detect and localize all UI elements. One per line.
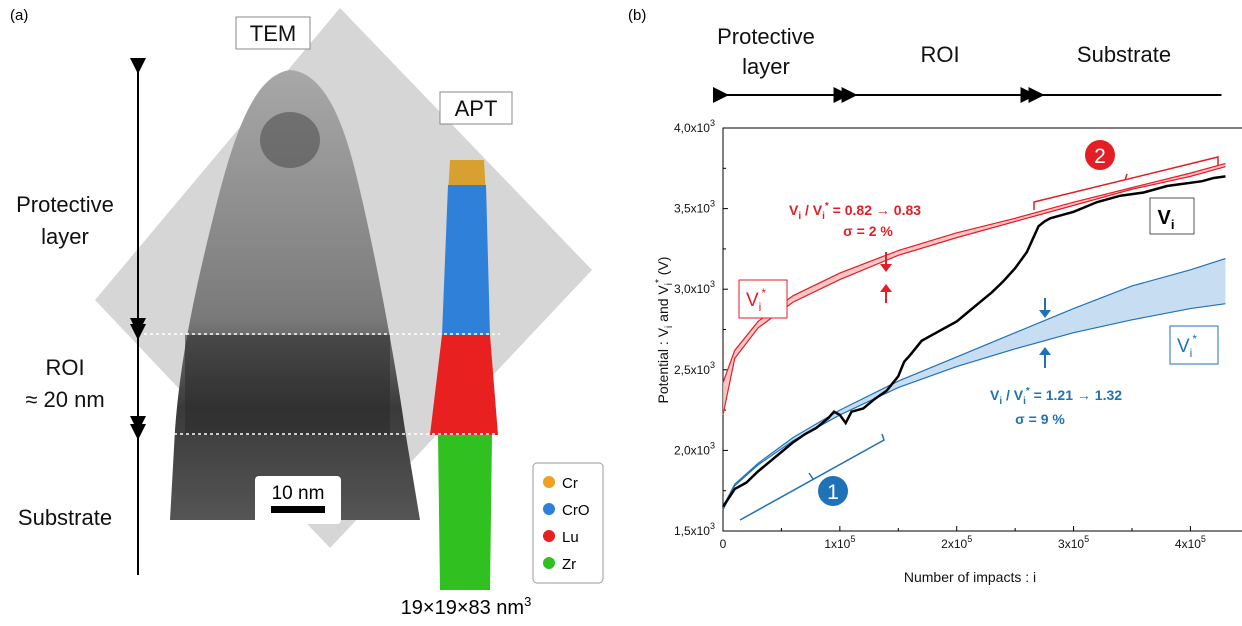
plot-area [722,127,1242,532]
region-roi: ROI [920,42,959,67]
badge-1: 1 [827,481,839,504]
x-tick-label: 1x105 [824,534,855,551]
ann-red-ratio: Vi / Vi* = 0.82 → 0.83 [789,201,921,222]
region-protective-1: Protective [717,24,815,49]
apt-legend-swatch-cro [543,503,555,515]
blue-pointer-down-head [1039,310,1051,318]
x-tick-label: 0 [720,537,727,551]
fit-bracket-blue-tick [808,472,814,480]
blue-fit-line-0 [722,258,1226,508]
tem-roi-band [185,335,390,435]
x-tick-label: 2x105 [941,534,972,551]
ann-red-sigma: σ = 2 % [843,223,893,239]
series-layer [721,162,1226,511]
ann-blue-ratio: Vi / Vi* = 1.21 → 1.32 [990,386,1122,407]
apt-legend-label-zr: Zr [562,556,576,573]
y-tick-label: 4,0x103 [674,118,715,135]
badge-2-circle [1085,140,1115,170]
vi-series-line [721,175,1226,508]
red-fit-line-0 [722,162,1226,383]
x-tick-label: 3x105 [1058,534,1089,551]
apt-legend-swatch-lu [543,530,555,542]
tem-label-box [235,16,311,50]
vistar-blue-label: Vi* [1177,332,1197,360]
fit-bracket-blue [739,433,885,521]
fit-bracket-red-tick [1124,173,1128,181]
volume-label: 19×19×83 nm3 [401,594,532,619]
protective-label-1: Protective [16,192,114,217]
red-fit-line-1 [722,166,1226,416]
roi-label-2: ≈ 20 nm [25,387,104,412]
fit-bracket-red [1033,156,1219,210]
apt-zr-layer [438,435,492,590]
tem-label: TEM [250,21,296,46]
vistar-red-label: Vi* [746,286,766,314]
apt-legend-label-cro: CrO [562,502,590,519]
y-tick-label: 2,0x103 [674,440,715,457]
apt-label-box [439,91,513,125]
red-pointer-up-head [880,284,892,292]
vi-label: Vi [1158,207,1175,232]
x-tick-label: 4x105 [1175,534,1206,551]
vistar-red-box [738,279,788,319]
region-substrate: Substrate [1077,42,1171,67]
badge-1-circle [818,476,848,506]
vistar-blue-box [1169,325,1219,365]
apt-legend: Cr CrO Lu Zr [543,475,590,573]
badge-2: 2 [1094,145,1106,168]
y-tick-label: 3,5x103 [674,199,715,216]
apt-legend-label-cr: Cr [562,475,578,492]
x-axis-title: Number of impacts : i [904,569,1036,585]
y-axis-title: Potential : Vi and Vi* (V) [654,257,675,404]
blue-fit-line-1 [722,303,1226,511]
apt-legend-swatch-zr [543,557,555,569]
y-axis: 1,5x103 2,0x103 2,5x103 3,0x103 3,5x103 4,0x1… [674,118,728,538]
scale-bar-label: 10 nm [272,483,325,504]
y-tick-label: 2,5x103 [674,360,715,377]
ann-blue-sigma: σ = 9 % [1015,411,1065,427]
apt-label: APT [455,96,498,121]
apt-cro-layer [442,185,490,335]
apt-legend-label-lu: Lu [562,529,579,546]
tem-dark-spot [260,112,320,168]
panel-b-label: (b) [628,7,646,24]
apt-legend-swatch-cr [543,476,555,488]
scale-bar [271,506,325,513]
apt-legend-box [532,462,604,584]
y-tick-label: 1,5x103 [674,521,715,538]
panel-a-label: (a) [10,7,28,24]
red-pointer-down-head [880,264,892,272]
x-axis: 0 1x105 2x105 3x105 4x105 [720,526,1206,551]
blue-band [723,258,1226,511]
region-protective-2: layer [742,54,790,79]
substrate-label: Substrate [18,505,112,530]
blue-pointer-up-head [1039,347,1051,355]
protective-label-2: layer [41,224,89,249]
vi-label-box [1149,197,1195,235]
apt-lu-layer [430,335,498,435]
y-tick-label: 3,0x103 [674,279,715,296]
roi-label-1: ROI [45,355,84,380]
volume-exponent: 3 [524,594,531,609]
